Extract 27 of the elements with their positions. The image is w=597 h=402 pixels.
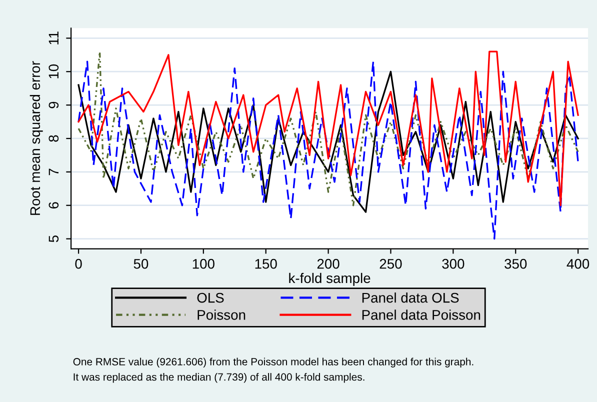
x-tick-label: 100 — [192, 258, 214, 269]
y-axis-title: Root mean squared error — [30, 61, 43, 215]
text: One RMSE value (9261.606) from the Poisson model has been changed for this graph. — [73, 358, 474, 368]
y-tick-label: 10 — [48, 64, 59, 78]
y-tick-label: 8 — [48, 135, 59, 142]
y-tick-label: 9 — [48, 102, 59, 108]
y-tick-label: 6 — [48, 202, 59, 209]
x-tick-label: 50 — [134, 258, 148, 269]
x-tick-label: 0 — [75, 258, 82, 269]
x-tick-label: 200 — [317, 258, 340, 269]
line-series — [78, 70, 579, 213]
line-series — [78, 60, 579, 240]
legend-label: Panel data OLS — [362, 292, 459, 303]
x-tick-label: 400 — [566, 258, 590, 269]
y-tick-label: 7 — [48, 168, 58, 176]
x-tick-label: 350 — [504, 258, 527, 269]
legend-label: OLS — [197, 292, 224, 303]
y-tick-label: 5 — [48, 236, 59, 242]
legend-label: Poisson — [198, 310, 246, 320]
legend-label: Panel data Poisson — [362, 310, 480, 320]
x-tick-label: 150 — [255, 258, 277, 269]
x-axis-title: k-fold sample — [289, 272, 370, 286]
line-series — [78, 50, 579, 206]
y-tick-label: 11 — [48, 32, 58, 44]
x-tick-label: 250 — [380, 258, 402, 269]
text: It was replaced as the median (7.739) of all 400 k-fold samples. — [74, 373, 364, 383]
x-tick-label: 300 — [442, 258, 464, 269]
